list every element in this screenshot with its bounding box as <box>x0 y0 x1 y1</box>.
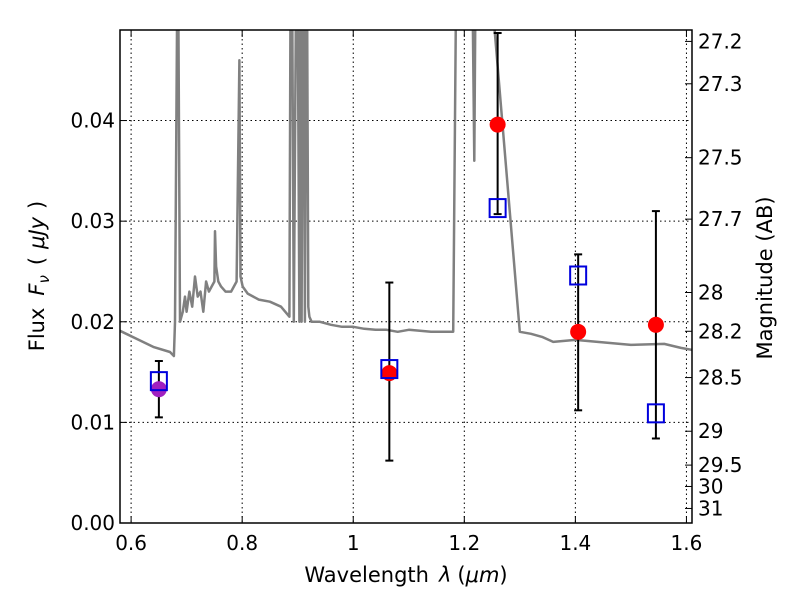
x-tick-label: 1.6 <box>671 531 703 555</box>
x-tick-label: 1 <box>347 531 360 555</box>
y-label-text: Flux <box>25 308 49 352</box>
y2-tick-label: 30 <box>698 474 723 498</box>
y-label-unit: μJy <box>25 216 49 250</box>
y2-tick-label: 27.5 <box>698 146 743 170</box>
data-point-square <box>380 359 399 380</box>
y2-tick-label: 27.7 <box>698 207 743 231</box>
x-tick-label: 1.2 <box>448 531 480 555</box>
data-point-circle <box>570 323 587 340</box>
error-bars <box>154 32 660 462</box>
plot-frame <box>119 29 693 524</box>
y2-tick-label: 27.3 <box>698 72 743 96</box>
model-spectrum <box>120 30 692 358</box>
y2-axis-label: Magnitude (AB) <box>753 196 777 359</box>
y-tick-label: 0.00 <box>70 511 115 535</box>
x-label-unit: μm <box>465 563 500 587</box>
y-tick-label: 0.04 <box>70 109 115 133</box>
data-point-circle <box>489 116 506 133</box>
data-point-square <box>569 265 588 286</box>
y-axis-label: FluxFν(μJy) <box>25 201 53 352</box>
y2-tick-label: 29 <box>698 419 723 443</box>
x-axis-label: Wavelength λ (μm) <box>304 563 507 587</box>
x-tick-label: 0.6 <box>115 531 147 555</box>
grid-lines <box>120 30 692 524</box>
y-tick-label: 0.01 <box>70 410 115 434</box>
y2-tick-label: 28 <box>698 280 723 304</box>
data-point-circle <box>647 316 664 333</box>
y2-tick-label: 29.5 <box>698 453 743 477</box>
data-point-square <box>149 371 168 392</box>
x-tick-label: 1.4 <box>559 531 591 555</box>
y-tick-label: 0.02 <box>70 310 115 334</box>
y2-tick-label: 28.2 <box>698 319 743 343</box>
y2-tick-label: 31 <box>698 496 723 520</box>
x-tick-label: 0.8 <box>226 531 258 555</box>
y-label-symbol: F <box>25 283 49 296</box>
data-point-square <box>646 403 665 424</box>
y-tick-label: 0.03 <box>70 209 115 233</box>
data-points <box>149 116 665 424</box>
y-label-subscript: ν <box>35 275 53 283</box>
data-point-square <box>488 198 507 219</box>
y2-tick-label: 28.5 <box>698 366 743 390</box>
y2-tick-label: 27.2 <box>698 29 743 53</box>
x-label-symbol: λ <box>438 563 451 587</box>
axis-ticks: 0.6 0.8 1 1.2 1.4 1.6 0.00 0.01 0.02 0.03 0.04 27.2… <box>70 29 742 555</box>
x-label-text: Wavelength <box>304 563 429 587</box>
model-spectrum-line <box>120 30 692 358</box>
